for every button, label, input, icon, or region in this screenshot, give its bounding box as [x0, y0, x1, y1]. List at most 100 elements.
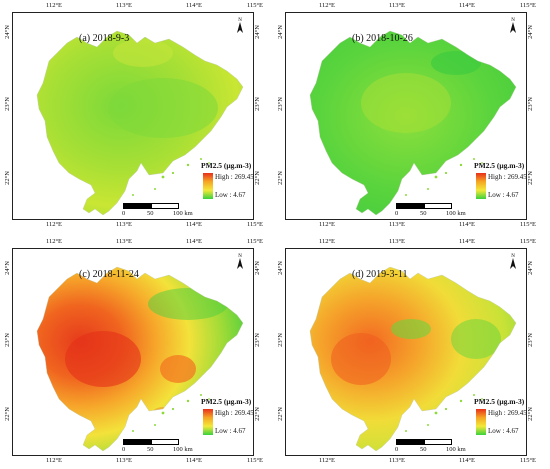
legend-low-label: Low : 4.67 [488, 191, 519, 199]
lat-tick-left: 22°N [4, 171, 11, 185]
map-frame: (b) 2018-10-26 N PM2.5 (μg.m-3) High : 2… [285, 12, 527, 220]
lon-tick-bottom: 112°E [45, 221, 63, 228]
legend-colorbar [476, 173, 486, 199]
lon-tick-top: 114°E [458, 2, 476, 9]
scale-label-100: 100 km [173, 446, 193, 453]
legend: PM2.5 (μg.m-3) High : 269.45 Low : 4.67 [201, 397, 253, 435]
scale-label-50: 50 [420, 446, 427, 453]
lon-tick-bottom: 114°E [185, 221, 203, 228]
lat-tick-right: 24°N [527, 261, 534, 275]
legend-colorbar [476, 409, 486, 435]
legend: PM2.5 (μg.m-3) High : 269.45 Low : 4.67 [474, 397, 526, 435]
lat-tick-right: 24°N [254, 261, 261, 275]
lon-tick-top: 115°E [246, 2, 264, 9]
lon-tick-bottom: 113°E [115, 221, 133, 228]
north-arrow-icon: N [510, 254, 516, 269]
lon-tick-top: 112°E [318, 2, 336, 9]
lat-tick-right: 23°N [527, 97, 534, 111]
scale-label-100: 100 km [446, 210, 466, 217]
lat-tick-right: 23°N [527, 333, 534, 347]
north-arrow-icon: N [237, 254, 243, 269]
lat-tick-left: 22°N [277, 407, 284, 421]
map-frame: (d) 2019-3-11 N PM2.5 (μg.m-3) High : 26… [285, 248, 527, 456]
map-panel-c: 112°E 112°E 113°E 113°E 114°E 114°E 115°E 115°E… [2, 238, 264, 466]
lon-tick-bottom: 112°E [318, 221, 336, 228]
legend-high-label: High : 269.45 [488, 173, 527, 181]
lon-tick-top: 114°E [458, 238, 476, 245]
lat-tick-right: 24°N [254, 25, 261, 39]
legend-title: PM2.5 (μg.m-3) [201, 161, 252, 170]
lat-tick-right: 22°N [254, 407, 261, 421]
scale-label-0: 0 [395, 446, 399, 453]
lat-tick-right: 22°N [527, 407, 534, 421]
legend-high-label: High : 269.45 [215, 173, 254, 181]
lat-tick-left: 23°N [277, 97, 284, 111]
map-panel-a: 112°E 112°E 113°E 113°E 114°E 114°E 115°E 115°E… [2, 2, 264, 230]
map-panel-d: 112°E 112°E 113°E 113°E 114°E 114°E 115°E 115°E… [275, 238, 537, 466]
legend-title: PM2.5 (μg.m-3) [201, 397, 252, 406]
islands [405, 394, 483, 432]
lon-tick-bottom: 115°E [246, 221, 264, 228]
lat-tick-left: 24°N [4, 25, 11, 39]
legend-title: PM2.5 (μg.m-3) [474, 397, 525, 406]
scale-label-100: 100 km [446, 446, 466, 453]
islands [132, 394, 210, 432]
islands [132, 158, 210, 196]
scale-label-0: 0 [395, 210, 399, 217]
lat-tick-right: 22°N [254, 171, 261, 185]
panel-title: (c) 2018-11-24 [79, 269, 139, 280]
lon-tick-bottom: 115°E [519, 457, 537, 464]
scale-label-100: 100 km [173, 210, 193, 217]
map-panel-b: 112°E 112°E 113°E 113°E 114°E 114°E 115°E 115°E… [275, 2, 537, 230]
lon-tick-top: 114°E [185, 238, 203, 245]
lat-tick-left: 22°N [4, 407, 11, 421]
lon-tick-top: 113°E [115, 2, 133, 9]
north-label: N [511, 254, 515, 259]
legend-colorbar [203, 409, 213, 435]
legend: PM2.5 (μg.m-3) High : 269.45 Low : 4.67 [474, 161, 526, 199]
north-arrow-icon: N [510, 18, 516, 33]
scale-bar: 0 50 100 km [395, 439, 466, 455]
lat-tick-right: 23°N [254, 97, 261, 111]
lon-tick-bottom: 113°E [388, 221, 406, 228]
panel-title: (b) 2018-10-26 [352, 33, 413, 44]
lon-tick-top: 113°E [388, 238, 406, 245]
legend-high-label: High : 269.45 [488, 409, 527, 417]
lon-tick-top: 113°E [388, 2, 406, 9]
panel-title: (a) 2018-9-3 [79, 33, 130, 44]
lon-tick-bottom: 113°E [115, 457, 133, 464]
lon-tick-top: 115°E [246, 238, 264, 245]
north-label: N [238, 18, 242, 23]
north-label: N [238, 254, 242, 259]
north-arrow-icon: N [237, 18, 243, 33]
scale-label-50: 50 [147, 210, 154, 217]
scale-bar: 0 50 100 km [122, 439, 193, 455]
lon-tick-top: 115°E [519, 2, 537, 9]
lon-tick-bottom: 115°E [519, 221, 537, 228]
lat-tick-left: 23°N [4, 97, 11, 111]
legend-title: PM2.5 (μg.m-3) [474, 161, 525, 170]
scale-bar: 0 50 100 km [395, 203, 466, 219]
lon-tick-bottom: 114°E [458, 221, 476, 228]
scale-label-50: 50 [147, 446, 154, 453]
map-frame: (a) 2018-9-3 N PM2.5 (μg.m-3) High : 269… [12, 12, 254, 220]
pm25-map [309, 30, 517, 216]
lat-tick-left: 24°N [277, 261, 284, 275]
lat-tick-right: 22°N [527, 171, 534, 185]
lon-tick-top: 114°E [185, 2, 203, 9]
lon-tick-bottom: 114°E [458, 457, 476, 464]
pm25-map [36, 30, 244, 216]
map-frame: (c) 2018-11-24 N PM2.5 (μg.m-3) High : 2… [12, 248, 254, 456]
lat-tick-left: 23°N [4, 333, 11, 347]
legend-low-label: Low : 4.67 [215, 427, 246, 435]
north-label: N [511, 18, 515, 23]
lat-tick-left: 22°N [277, 171, 284, 185]
lat-tick-right: 23°N [254, 333, 261, 347]
lon-tick-top: 113°E [115, 238, 133, 245]
lat-tick-left: 23°N [277, 333, 284, 347]
lon-tick-top: 115°E [519, 238, 537, 245]
islands [405, 158, 483, 196]
panel-title: (d) 2019-3-11 [352, 269, 408, 280]
lat-tick-left: 24°N [277, 25, 284, 39]
lon-tick-top: 112°E [45, 238, 63, 245]
